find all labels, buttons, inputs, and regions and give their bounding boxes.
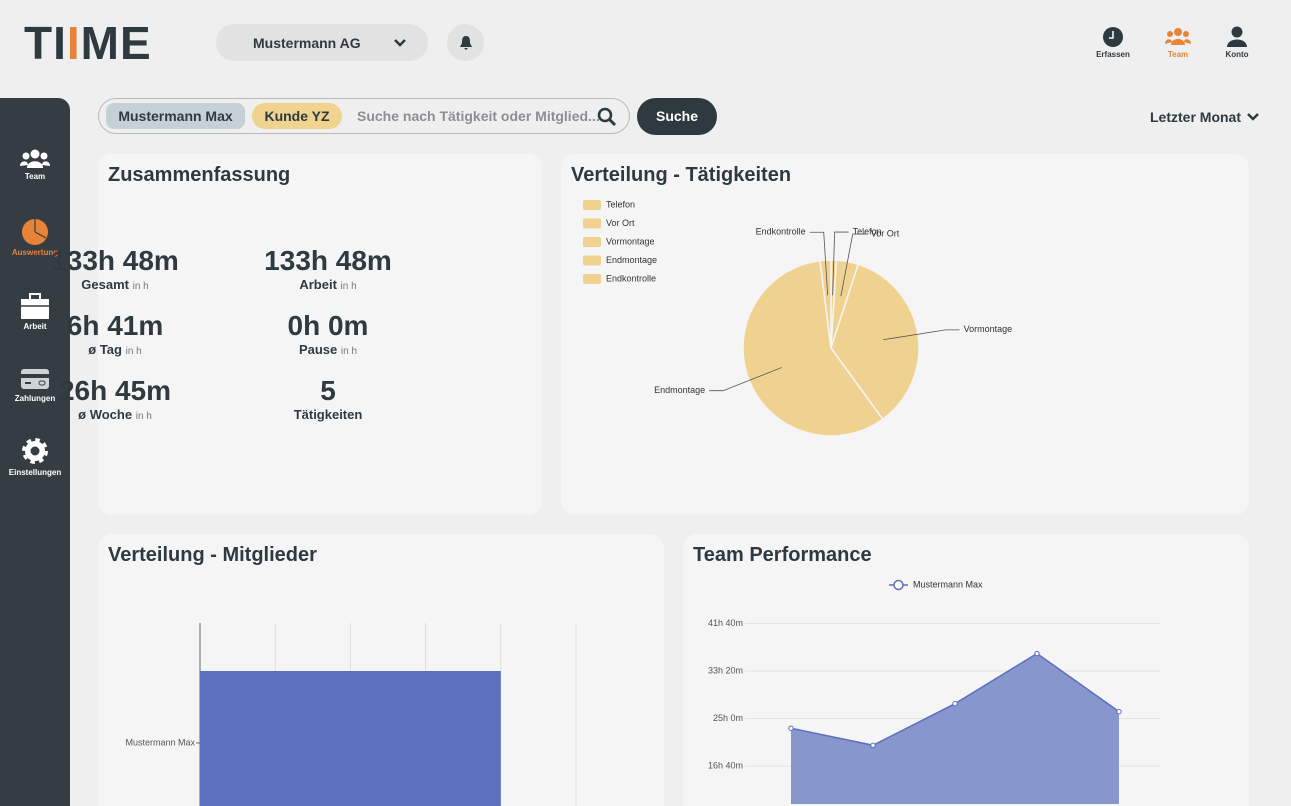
stat-unit: in h xyxy=(125,346,142,357)
stat-label-text: Tätigkeiten xyxy=(293,407,363,422)
chevron xyxy=(1247,113,1259,121)
notifications[interactable] xyxy=(447,24,484,61)
stat-label-text: Pause xyxy=(298,342,338,357)
stat-label: ø Woche in h xyxy=(15,407,215,422)
stat: 26h 45m ø Woche in h xyxy=(15,375,215,422)
work-icon xyxy=(21,293,49,319)
stat-value: 26h 45m xyxy=(58,375,172,406)
logo[interactable]: TIIME xyxy=(24,17,152,69)
stat: 0h 0m Pause in h xyxy=(228,310,428,357)
chart-icon xyxy=(22,219,48,245)
stat-unit: in h xyxy=(135,411,152,422)
sidebar-label: Team xyxy=(24,172,46,181)
stat-label: Tätigkeiten xyxy=(228,407,428,422)
settings-icon xyxy=(22,438,48,464)
filter-chip[interactable]: Mustermann Max xyxy=(106,103,245,129)
search-button[interactable]: Suche xyxy=(637,98,717,135)
clock-icon xyxy=(1103,27,1123,47)
period-label: Letzter Monat xyxy=(1150,109,1241,125)
sidebar: Team Auswertung Arbeit Zahlungen Einstel… xyxy=(0,98,70,806)
stat-label-text: ø Woche xyxy=(78,407,133,422)
card-title: Verteilung - Mitglieder xyxy=(108,544,317,566)
sidebar-item[interactable]: Auswertung xyxy=(0,218,70,257)
filter-chip[interactable]: Kunde YZ xyxy=(252,103,342,129)
stat-value: 6h 41m xyxy=(66,310,164,341)
line-card: Team Performance xyxy=(683,534,1249,806)
sidebar-label: Zahlungen xyxy=(14,394,56,403)
sidebar-item[interactable]: Einstellungen xyxy=(0,436,70,477)
stat-label: ø Tag in h xyxy=(15,342,215,357)
card-title: Verteilung - Tätigkeiten xyxy=(571,164,792,186)
pie-card: Verteilung - Tätigkeiten xyxy=(561,154,1249,515)
search-icon[interactable] xyxy=(597,107,617,127)
stat-unit: in h xyxy=(340,346,358,357)
search-input[interactable]: Suche nach Tätigkeit oder Mitglied... xyxy=(357,108,600,124)
stat: 133h 48m Gesamt in h xyxy=(15,245,215,292)
stat: 6h 41m ø Tag in h xyxy=(15,310,215,357)
user-icon xyxy=(1227,26,1247,47)
nav-label: Team xyxy=(1167,50,1189,59)
nav-item[interactable]: Team xyxy=(1153,26,1203,59)
company-dropdown[interactable]: Mustermann AG xyxy=(216,24,428,61)
nav-item[interactable]: Konto xyxy=(1212,26,1262,59)
stat-label: Gesamt in h xyxy=(15,277,215,292)
period-dropdown[interactable]: Letzter Monat xyxy=(1140,109,1260,125)
sidebar-item[interactable]: Arbeit xyxy=(0,292,70,331)
card-title: Zusammenfassung xyxy=(108,164,291,186)
payment-icon xyxy=(21,369,49,389)
stat-label-text: ø Tag xyxy=(88,342,122,357)
sidebar-label: Arbeit xyxy=(23,322,47,331)
card-title: Team Performance xyxy=(693,544,872,566)
team-icon xyxy=(20,149,50,168)
stat-label-text: Arbeit xyxy=(299,277,337,292)
search-bar xyxy=(98,98,630,134)
bar-card: Verteilung - Mitglieder xyxy=(98,534,664,806)
sidebar-label: Auswertung xyxy=(11,248,59,257)
nav-label: Erfassen xyxy=(1096,50,1130,59)
company-name: Mustermann AG xyxy=(253,34,361,51)
bell-icon xyxy=(459,35,472,50)
nav-item[interactable]: Erfassen xyxy=(1088,26,1138,59)
sidebar-item[interactable]: Zahlungen xyxy=(0,366,70,403)
stat-label: Pause in h xyxy=(228,342,428,357)
stat-label-text: Gesamt xyxy=(81,277,129,292)
stat: 5 Tätigkeiten xyxy=(228,375,428,422)
summary-card: Zusammenfassung 133h 48m Gesamt in h 133h … xyxy=(51,154,542,515)
stat-unit: in h xyxy=(340,281,357,292)
stat-value: 0h 0m xyxy=(287,310,369,341)
stat-unit: in h xyxy=(132,281,149,292)
stat-value: 5 xyxy=(320,375,336,406)
stat-value: 133h 48m xyxy=(264,245,392,276)
stat-value: 133h 48m xyxy=(51,245,179,276)
nav-label: Konto xyxy=(1225,50,1249,59)
sidebar-item[interactable]: Team xyxy=(0,148,70,181)
team-icon xyxy=(1165,28,1191,45)
sidebar-label: Einstellungen xyxy=(8,468,62,477)
chevron xyxy=(394,38,406,47)
stat-label: Arbeit in h xyxy=(228,277,428,292)
stat: 133h 48m Arbeit in h xyxy=(228,245,428,292)
